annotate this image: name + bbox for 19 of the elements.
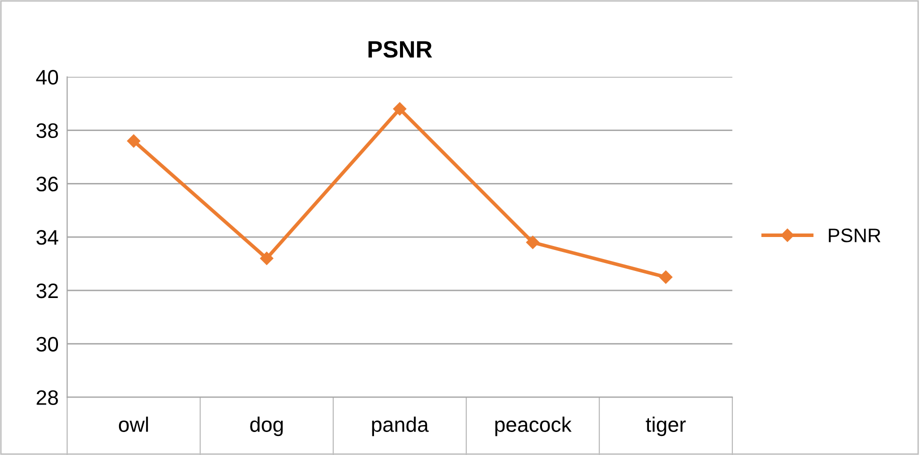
x-tick-label: tiger — [646, 416, 686, 436]
y-tick-label: 32 — [36, 283, 58, 298]
x-tick-label: dog — [250, 416, 283, 436]
y-tick-label: 36 — [36, 176, 58, 192]
point — [260, 252, 274, 265]
x-tick-label: peacock — [495, 416, 572, 436]
point — [127, 134, 140, 148]
y-tick-label: 34 — [36, 230, 58, 245]
chart-title: PSNR — [368, 40, 432, 58]
y-tick-label: 40 — [36, 70, 58, 85]
y-tick-label: 30 — [36, 336, 58, 352]
point — [526, 236, 540, 249]
legend-label: PSNR — [828, 228, 880, 242]
point — [659, 270, 672, 284]
y-tick-label: 38 — [36, 123, 58, 138]
point — [393, 102, 406, 116]
x-tick-label: panda — [372, 416, 429, 436]
x-tick-label: owl — [118, 416, 148, 432]
y-tick-label: 28 — [36, 390, 58, 405]
